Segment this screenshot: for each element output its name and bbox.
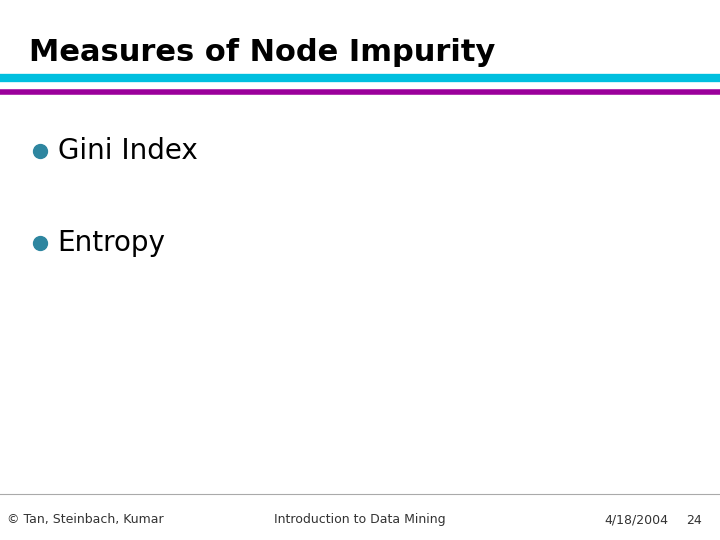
Text: 4/18/2004: 4/18/2004 [605, 514, 669, 526]
Text: Entropy: Entropy [58, 229, 166, 257]
Text: 24: 24 [686, 514, 702, 526]
Text: Introduction to Data Mining: Introduction to Data Mining [274, 514, 446, 526]
Text: Measures of Node Impurity: Measures of Node Impurity [29, 38, 495, 67]
Text: Gini Index: Gini Index [58, 137, 197, 165]
Text: © Tan, Steinbach, Kumar: © Tan, Steinbach, Kumar [7, 514, 164, 526]
